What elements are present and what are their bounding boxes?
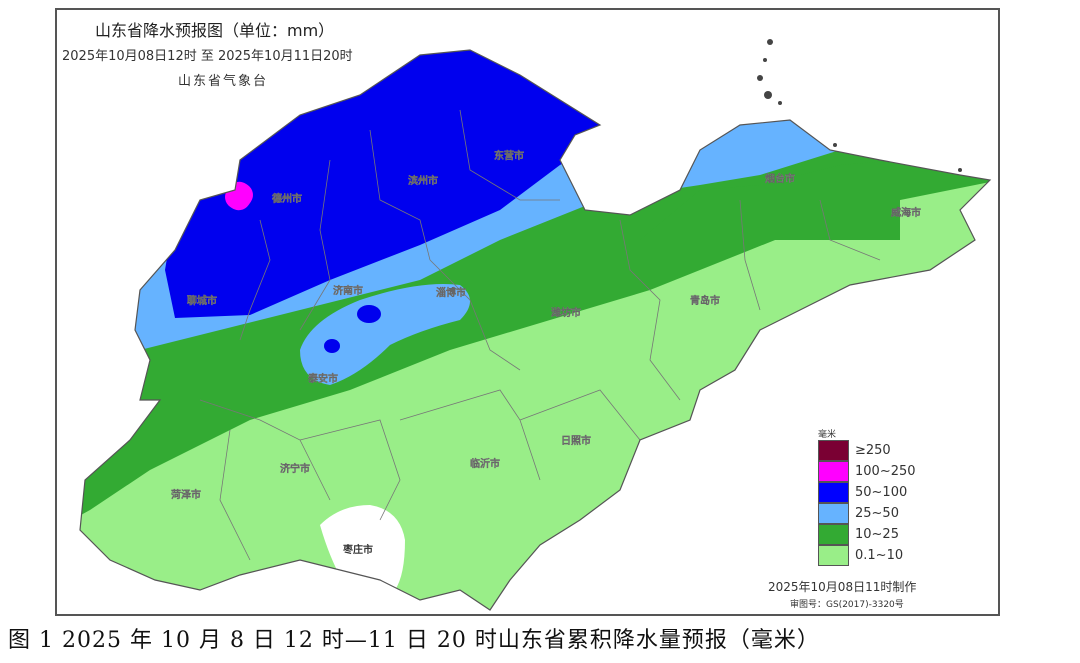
legend-swatch: [818, 461, 849, 482]
city-label: 滨州市: [408, 174, 438, 187]
city-label: 威海市: [891, 206, 921, 219]
city-label: 日照市: [561, 434, 591, 447]
city-label: 济宁市: [280, 462, 310, 475]
legend-swatch: [818, 482, 849, 503]
legend-label: 10~25: [855, 527, 899, 542]
legend-swatch: [818, 545, 849, 566]
legend-item: 50~100: [818, 482, 916, 503]
legend-item: 25~50: [818, 503, 916, 524]
legend-swatch: [818, 503, 849, 524]
zone-50-100-blob: [324, 339, 340, 353]
legend-label: 0.1~10: [855, 548, 904, 563]
review-number: 审图号：GS(2017)-3320号: [790, 600, 904, 610]
map-frame: [55, 8, 1000, 616]
city-label: 枣庄市: [342, 543, 373, 556]
city-label: 聊城市: [187, 294, 217, 307]
zone-25-50-jinan: [300, 284, 470, 385]
city-label: 潍坊市: [551, 306, 581, 319]
zone-10-25-ne: [640, 160, 900, 240]
city-label: 泰安市: [307, 372, 338, 385]
zone-no-rain: [320, 505, 405, 590]
legend-item: ≥250: [818, 440, 916, 461]
city-label: 菏泽市: [171, 488, 201, 501]
legend-item: 10~25: [818, 524, 916, 545]
city-label: 德州市: [271, 192, 302, 205]
legend-unit: 毫米: [818, 430, 837, 440]
city-label: 烟台市: [765, 172, 795, 185]
legend-label: 50~100: [855, 485, 908, 500]
issuer: 山东省气象台: [178, 74, 269, 89]
legend-label: 100~250: [855, 464, 916, 479]
city-label: 东营市: [494, 149, 524, 162]
made-time: 2025年10月08日11时制作: [768, 580, 917, 594]
legend-swatch: [818, 524, 849, 545]
islands: [757, 39, 962, 172]
legend-label: ≥250: [855, 443, 891, 458]
city-label: 淄博市: [436, 286, 466, 299]
city-label: 济南市: [333, 284, 363, 297]
figure-caption: 图 1 2025 年 10 月 8 日 12 时—11 日 20 时山东省累积降…: [8, 628, 820, 653]
zone-50-100-blob: [357, 305, 381, 323]
city-label: 青岛市: [690, 294, 720, 307]
city-label: 临沂市: [470, 457, 500, 470]
legend: 毫米 ≥250 100~250 50~100 25~50 10~25 0.1~1…: [818, 427, 916, 566]
legend-item: 100~250: [818, 461, 916, 482]
legend-item: 0.1~10: [818, 545, 916, 566]
forecast-period: 2025年10月08日12时 至 2025年10月11日20时: [62, 49, 353, 64]
legend-swatch: [818, 440, 849, 461]
map-title: 山东省降水预报图（单位：mm）: [95, 21, 335, 40]
legend-label: 25~50: [855, 506, 899, 521]
city-boundaries: [199, 109, 881, 561]
